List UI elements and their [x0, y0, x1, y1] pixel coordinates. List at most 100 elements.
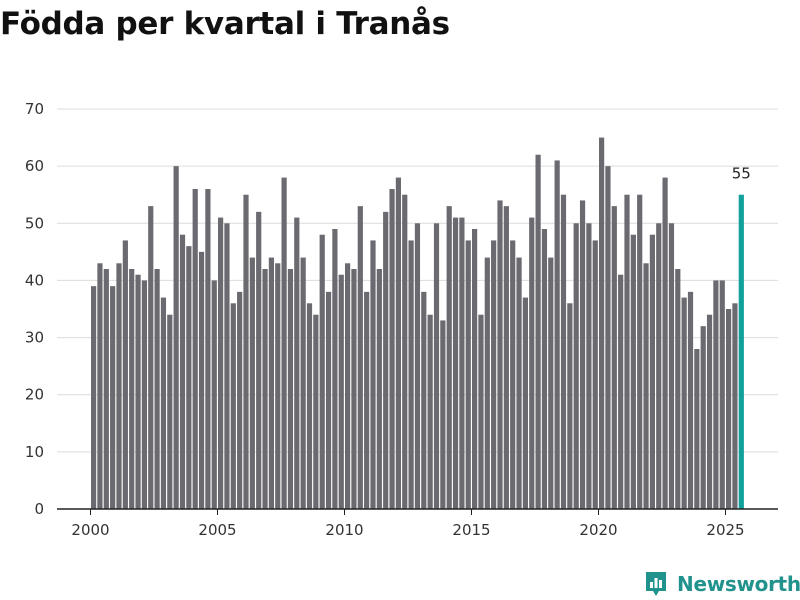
- bar: [624, 194, 630, 509]
- bar: [522, 297, 528, 509]
- bar: [478, 314, 484, 509]
- y-tick-label: 70: [25, 100, 44, 118]
- bar: [643, 263, 649, 509]
- y-tick-label: 50: [25, 214, 44, 232]
- bar: [160, 297, 167, 509]
- y-tick-label: 0: [34, 500, 44, 518]
- bar: [325, 291, 332, 509]
- bar: [287, 269, 294, 509]
- data-labels: 55: [732, 165, 751, 183]
- bar: [224, 223, 230, 510]
- bar: [681, 297, 687, 509]
- bar: [732, 303, 738, 509]
- bar: [529, 217, 535, 509]
- bar: [192, 189, 198, 509]
- bar: [421, 291, 427, 509]
- bar: [630, 234, 636, 509]
- bar: [700, 326, 706, 509]
- bar: [656, 223, 662, 510]
- bar: [364, 291, 370, 509]
- bar: [249, 257, 255, 509]
- bar: [186, 246, 192, 509]
- bar: [319, 234, 325, 509]
- bar: [243, 194, 249, 509]
- chart-title: Födda per kvartal i Tranås: [0, 6, 450, 42]
- bar: [408, 240, 414, 509]
- bar: [510, 240, 516, 509]
- bar: [198, 251, 205, 510]
- bar: [141, 280, 147, 509]
- y-tick-label: 40: [25, 271, 44, 289]
- bar: [91, 286, 97, 509]
- bar: [535, 154, 541, 509]
- bar: [675, 269, 681, 509]
- bar: [465, 240, 471, 509]
- highlight-value-label: 55: [732, 165, 751, 183]
- x-tick-label: 2015: [452, 521, 490, 539]
- bar: [395, 177, 401, 509]
- x-tick-label: 2025: [706, 521, 744, 539]
- bar: [548, 257, 554, 509]
- y-tick-label: 20: [25, 386, 44, 404]
- y-tick-label: 10: [25, 443, 44, 461]
- bar: [649, 234, 655, 509]
- bar: [103, 269, 109, 509]
- bar: [567, 303, 573, 509]
- bar: [706, 314, 713, 509]
- bar: [256, 211, 262, 510]
- bar: [179, 234, 186, 509]
- bar: [484, 257, 490, 509]
- bar: [306, 303, 313, 509]
- bar-highlight: [738, 194, 744, 509]
- bar: [275, 263, 281, 509]
- bar: [218, 217, 224, 509]
- bar: [154, 269, 160, 509]
- bar: [694, 349, 700, 509]
- bar: [173, 166, 179, 509]
- bars: [91, 137, 744, 510]
- x-tick-label: 2010: [325, 521, 363, 539]
- bar: [211, 280, 217, 509]
- bar: [472, 229, 478, 509]
- bar: [313, 314, 319, 509]
- bar: [452, 217, 459, 509]
- bar: [402, 194, 408, 509]
- bar: [230, 303, 236, 509]
- bar: [351, 269, 357, 509]
- bar: [713, 280, 719, 509]
- bar: [560, 194, 567, 509]
- bar: [370, 240, 376, 509]
- bar: [357, 206, 363, 509]
- bar: [167, 314, 173, 509]
- bar: [268, 257, 274, 509]
- bar: [611, 206, 617, 509]
- bar: [541, 229, 548, 509]
- bar: [338, 274, 344, 509]
- x-tick-label: 2020: [579, 521, 617, 539]
- bar: [281, 177, 287, 509]
- bar: [122, 240, 128, 509]
- bar: [618, 274, 624, 509]
- y-tick-label: 30: [25, 329, 44, 347]
- newsworthy-logo-icon: [646, 572, 666, 596]
- bar: [332, 229, 338, 509]
- bar: [554, 160, 560, 509]
- bar: [148, 206, 154, 509]
- bar: [719, 280, 725, 509]
- bar: [300, 257, 306, 509]
- brand-name: Newsworthy: [677, 572, 800, 596]
- bar: [414, 223, 421, 510]
- bar: [573, 223, 579, 510]
- bar: [491, 240, 497, 509]
- bar: [383, 211, 389, 510]
- bar: [503, 206, 509, 509]
- bar: [446, 206, 452, 509]
- bar: [497, 200, 503, 509]
- bar: [376, 269, 382, 509]
- bar: [237, 291, 243, 509]
- bar: [129, 269, 135, 509]
- bar: [579, 200, 586, 509]
- bar: [605, 166, 611, 509]
- y-tick-label: 60: [25, 157, 44, 175]
